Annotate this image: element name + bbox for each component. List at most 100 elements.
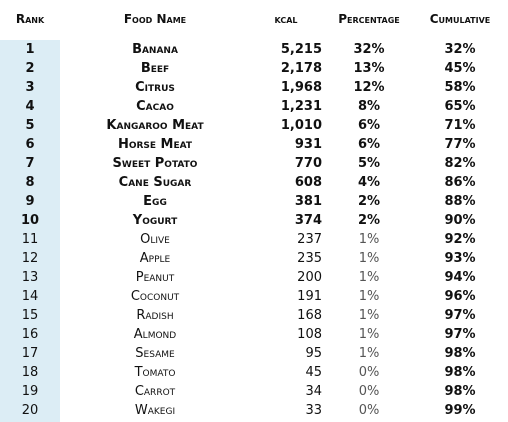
percentage-cell: 1%	[358, 308, 380, 323]
rank-cell: 19	[21, 384, 39, 399]
header-cumulative: Cumulative	[429, 12, 491, 26]
rank-cell: 13	[21, 270, 39, 285]
percentage-cell: 2%	[357, 213, 381, 228]
header-food-name: Food Name	[123, 12, 187, 26]
food-name-cell: Banana	[132, 42, 178, 57]
percentage-cell: 13%	[353, 61, 385, 76]
kcal-cell: 237	[297, 232, 322, 247]
percentage-cell: 5%	[357, 156, 381, 171]
cumulative-cell: 96%	[444, 289, 476, 304]
food-name-cell: Coconut	[130, 289, 180, 304]
food-name-cell: Tomato	[134, 365, 176, 380]
percentage-cell: 1%	[358, 251, 380, 266]
cumulative-cell: 88%	[444, 194, 476, 209]
cumulative-cell: 97%	[444, 308, 476, 323]
food-name-cell: Wakegi	[134, 403, 176, 418]
kcal-cell: 200	[297, 270, 322, 285]
cumulative-cell: 97%	[444, 327, 476, 342]
cumulative-cell: 58%	[444, 80, 476, 95]
kcal-cell: 381	[294, 194, 322, 209]
food-name-cell: Beef	[140, 61, 170, 76]
food-name-cell: Egg	[143, 194, 167, 209]
rank-cell: 8	[25, 175, 35, 190]
food-name-cell: Cane Sugar	[118, 175, 192, 190]
percentage-cell: 4%	[357, 175, 381, 190]
food-name-cell: Kangaroo Meat	[106, 118, 204, 133]
food-name-cell: Citrus	[135, 80, 175, 95]
rank-cell: 15	[21, 308, 39, 323]
kcal-cell: 34	[305, 384, 322, 399]
kcal-cell: 191	[297, 289, 322, 304]
food-name-cell: Peanut	[135, 270, 175, 285]
cumulative-cell: 93%	[444, 251, 476, 266]
percentage-cell: 0%	[358, 365, 380, 380]
rank-cell: 6	[25, 137, 35, 152]
percentage-cell: 12%	[353, 80, 385, 95]
kcal-cell: 1,968	[280, 80, 322, 95]
rank-cell: 20	[21, 403, 39, 418]
percentage-cell: 6%	[357, 137, 381, 152]
cumulative-cell: 86%	[444, 175, 476, 190]
rank-cell: 12	[21, 251, 39, 266]
food-name-cell: Sweet Potato	[112, 156, 198, 171]
percentage-cell: 0%	[358, 384, 380, 399]
percentage-cell: 8%	[357, 99, 381, 114]
food-name-cell: Almond	[133, 327, 177, 342]
cumulative-cell: 32%	[444, 42, 476, 57]
kcal-cell: 235	[297, 251, 322, 266]
cumulative-cell: 77%	[444, 137, 476, 152]
cumulative-cell: 45%	[444, 61, 476, 76]
kcal-cell: 931	[294, 137, 322, 152]
food-name-cell: Carrot	[134, 384, 176, 399]
percentage-cell: 1%	[358, 270, 380, 285]
rank-cell: 11	[21, 232, 39, 247]
kcal-cell: 374	[294, 213, 322, 228]
rank-cell: 3	[25, 80, 35, 95]
rank-cell: 14	[21, 289, 39, 304]
food-name-cell: Olive	[140, 232, 170, 247]
kcal-cell: 33	[305, 403, 322, 418]
header-kcal: kcal	[274, 12, 298, 26]
percentage-cell: 1%	[358, 232, 380, 247]
food-name-cell: Horse Meat	[117, 137, 193, 152]
rank-cell: 16	[21, 327, 39, 342]
header-percentage: Percentage	[338, 12, 400, 26]
kcal-cell: 1,010	[280, 118, 322, 133]
kcal-cell: 770	[294, 156, 322, 171]
kcal-cell: 1,231	[280, 99, 322, 114]
percentage-cell: 1%	[358, 327, 380, 342]
rank-cell: 5	[25, 118, 35, 133]
kcal-cell: 608	[294, 175, 322, 190]
percentage-cell: 1%	[358, 346, 380, 361]
percentage-cell: 0%	[358, 403, 380, 418]
food-name-cell: Radish	[136, 308, 174, 323]
rank-cell: 18	[21, 365, 39, 380]
cumulative-cell: 99%	[444, 403, 476, 418]
rank-cell: 9	[25, 194, 35, 209]
kcal-cell: 168	[297, 308, 322, 323]
cumulative-cell: 71%	[444, 118, 476, 133]
cumulative-cell: 90%	[444, 213, 476, 228]
percentage-cell: 6%	[357, 118, 381, 133]
cumulative-cell: 82%	[444, 156, 476, 171]
header-rank: Rank	[15, 12, 45, 26]
cumulative-cell: 65%	[444, 99, 476, 114]
rank-cell: 17	[21, 346, 39, 361]
cumulative-cell: 94%	[444, 270, 476, 285]
percentage-cell: 1%	[358, 289, 380, 304]
kcal-cell: 95	[305, 346, 322, 361]
kcal-cell: 45	[305, 365, 322, 380]
cumulative-cell: 98%	[444, 384, 476, 399]
food-name-cell: Yogurt	[132, 213, 178, 228]
kcal-cell: 108	[297, 327, 322, 342]
rank-cell: 10	[20, 213, 40, 228]
rank-cell: 7	[25, 156, 35, 171]
cumulative-cell: 92%	[444, 232, 476, 247]
food-name-cell: Apple	[139, 251, 171, 266]
percentage-cell: 32%	[353, 42, 385, 57]
rank-cell: 1	[25, 42, 35, 57]
rank-cell: 4	[25, 99, 35, 114]
kcal-cell: 5,215	[280, 42, 322, 57]
kcal-cell: 2,178	[280, 61, 322, 76]
